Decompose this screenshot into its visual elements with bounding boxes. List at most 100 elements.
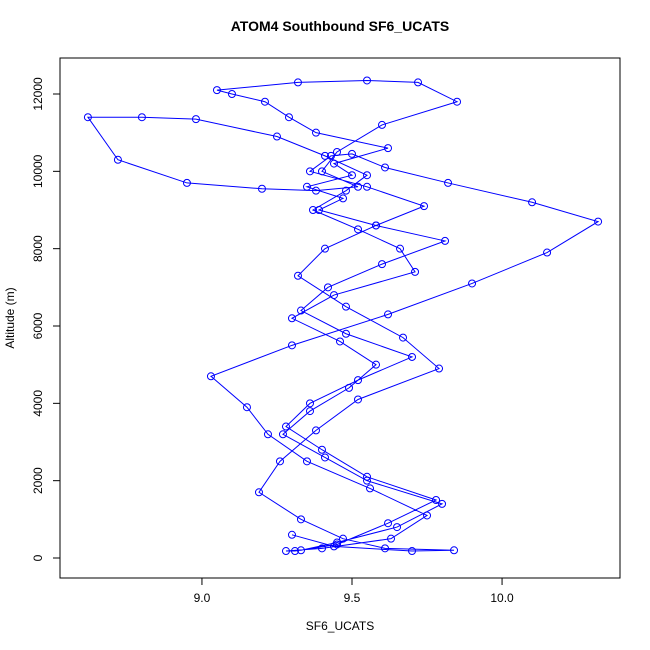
data-point (408, 352, 417, 361)
chart-title: ATOM4 Southbound SF6_UCATS (231, 18, 450, 34)
y-tick-label: 4000 (31, 390, 45, 417)
data-point (354, 225, 363, 234)
data-point (408, 547, 417, 556)
data-point (137, 113, 146, 122)
data-point (284, 113, 293, 122)
data-point (302, 182, 311, 191)
data-point (393, 523, 402, 532)
data-point (212, 86, 221, 95)
data-point (323, 283, 332, 292)
data-point (308, 206, 317, 215)
data-point (345, 383, 354, 392)
data-point (311, 128, 320, 137)
data-line (86, 79, 600, 552)
data-point (317, 167, 326, 176)
data-point (182, 178, 191, 187)
data-point (342, 186, 351, 195)
data-point (543, 248, 552, 257)
data-point (336, 337, 344, 346)
data-point (450, 546, 459, 555)
data-point (287, 314, 296, 323)
y-tick-label: 12000 (31, 77, 45, 111)
data-point (326, 151, 335, 160)
data-point (384, 310, 393, 319)
data-point (414, 78, 423, 87)
data-point (432, 496, 441, 505)
data-point (317, 544, 326, 553)
y-tick-label: 0 (31, 554, 45, 561)
data-point (278, 430, 287, 439)
data-point (339, 194, 348, 203)
data-point (275, 457, 284, 466)
data-point (296, 306, 305, 315)
data-point (372, 221, 381, 230)
x-tick-label: 9.0 (194, 591, 211, 605)
data-point (420, 202, 429, 211)
data-point (296, 546, 305, 555)
data-point (296, 515, 305, 524)
data-point (342, 329, 351, 338)
data-point (363, 472, 372, 481)
data-point (311, 186, 320, 195)
data-point (305, 399, 314, 408)
y-tick-label: 8000 (31, 235, 45, 262)
data-point (302, 457, 311, 466)
data-point (363, 182, 372, 191)
data-point (227, 89, 236, 98)
data-point (435, 364, 444, 373)
data-point (468, 279, 477, 288)
data-point (332, 148, 341, 157)
data-point (444, 178, 453, 187)
data-point (257, 184, 266, 193)
y-axis-label: Altitude (m) (3, 287, 17, 348)
plot-frame (59, 57, 621, 579)
data-point (314, 206, 323, 215)
data-point (83, 113, 92, 122)
y-tick-label: 10000 (31, 154, 45, 188)
data-point (287, 341, 296, 350)
x-tick-label: 9.5 (344, 591, 361, 605)
data-point (384, 144, 393, 153)
data-point (366, 484, 375, 493)
data-point (399, 333, 408, 342)
data-point (329, 291, 338, 300)
data-point (206, 372, 215, 381)
data-point (281, 422, 290, 431)
data-point (290, 547, 299, 556)
data-point (381, 544, 390, 553)
data-point (311, 426, 320, 435)
data-point (339, 534, 348, 543)
data-point (354, 182, 363, 191)
data-point (342, 302, 351, 311)
data-point (287, 530, 296, 539)
data-point (329, 159, 338, 168)
data-point (411, 267, 420, 276)
data-point (354, 395, 363, 404)
data-point (354, 376, 363, 385)
data-point (363, 76, 372, 85)
data-point (348, 171, 357, 180)
data-point (423, 511, 432, 520)
data-point (320, 453, 329, 462)
data-point (191, 115, 200, 124)
data-point (372, 360, 381, 369)
data-point (438, 499, 447, 508)
x-axis-label: SF6_UCATS (306, 619, 374, 633)
y-tick-label: 6000 (31, 312, 45, 339)
y-tick-label: 2000 (31, 467, 45, 494)
data-point (305, 167, 314, 176)
data-point (254, 488, 263, 497)
data-point (320, 244, 329, 253)
data-point (363, 171, 372, 180)
data-point (381, 163, 390, 172)
data-point (320, 151, 329, 160)
data-point (263, 430, 272, 439)
data-point (378, 120, 387, 129)
data-point (384, 519, 393, 528)
data-point (293, 271, 302, 280)
data-point (441, 236, 450, 245)
data-point (378, 260, 387, 269)
data-point (329, 542, 338, 551)
